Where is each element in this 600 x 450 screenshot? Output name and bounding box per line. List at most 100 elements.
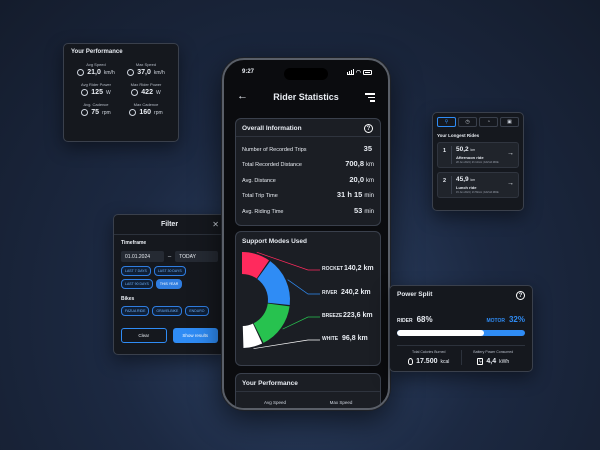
metric-label: Avg. Cadence xyxy=(83,102,109,107)
bikes-label: Bikes xyxy=(121,296,135,302)
metric-value: 37,0 xyxy=(137,69,151,76)
bike-icon[interactable]: ⚲ xyxy=(437,117,456,127)
stat-unit: km xyxy=(366,162,374,168)
rider-percent: 68% xyxy=(416,315,433,324)
mode-leader-line-river xyxy=(287,279,320,295)
ride-item[interactable]: 1 50,2 km Afternoon ride 28 Jun 2024 | 2… xyxy=(437,142,519,168)
metric-avg-power: Avg Rider Power 125 W xyxy=(71,82,121,96)
phone-performance-title: Your Performance xyxy=(242,380,298,387)
metric-unit: rpm xyxy=(154,109,163,116)
stat-label: Avg. Riding Time xyxy=(242,208,284,215)
battery-bolt-icon: ϟ xyxy=(477,358,484,365)
metric-max-speed: Max Speed 37,0 km/h xyxy=(121,62,171,76)
battery-label: Battery Power Consumed xyxy=(473,350,514,354)
chip-gravelbike[interactable]: GRAVELBIKE xyxy=(152,306,183,316)
support-modes-card: Support Modes Used ROCKET 140,2 km RIVER… xyxy=(235,231,381,366)
chip-this-year[interactable]: THIS YEAR xyxy=(155,279,183,289)
stat-value: 20,0 xyxy=(349,174,364,184)
stat-label: Total Trip Time xyxy=(242,193,278,199)
power-split-title: Power Split xyxy=(397,291,433,298)
power-icon xyxy=(131,89,139,96)
stat-unit: min xyxy=(364,193,374,199)
power-split-card: Power Split ? RIDER 68% MOTOR 32% Total Ca… xyxy=(389,285,533,372)
calories-unit: kcal xyxy=(440,358,450,365)
lock-icon[interactable]: ▣ xyxy=(500,117,519,127)
filter-header: Filter ✕ xyxy=(114,215,225,235)
ride-distance: 45,9 km xyxy=(456,176,476,183)
overall-information-card: Overall Information ? Number of Recorded… xyxy=(235,118,381,226)
gauge-icon[interactable]: ◔ xyxy=(479,117,498,127)
info-icon[interactable]: ? xyxy=(516,291,525,300)
show-results-button[interactable]: Show results xyxy=(172,328,218,343)
cadence-icon xyxy=(129,109,137,116)
speedometer-icon xyxy=(77,69,85,76)
metric-value: 125 xyxy=(91,89,103,96)
metric-label: Avg Rider Power xyxy=(81,82,111,87)
status-time: 9:27 xyxy=(242,69,255,75)
stat-value: 700,8 xyxy=(345,159,364,168)
metric-label: Avg Speed xyxy=(86,62,106,67)
motor-percent: 32% xyxy=(508,315,525,324)
metric-value: 160 xyxy=(139,109,152,116)
date-range-dash: – xyxy=(167,253,172,260)
ride-name: Afternoon ride xyxy=(456,155,484,160)
performance-card: Your Performance Avg Speed 21,0 km/h Max … xyxy=(63,43,179,142)
stat-label: Avg. Distance xyxy=(242,177,276,184)
date-to-field[interactable]: TODAY xyxy=(175,251,218,262)
chip-last-30-days[interactable]: LAST 30 DAYS xyxy=(153,266,186,276)
calories-stat: Total Calories Burned 17.500 kcal xyxy=(397,350,461,365)
motor-label: MOTOR xyxy=(486,318,505,324)
arrow-right-icon: → xyxy=(507,180,514,187)
filter-title: Filter xyxy=(160,221,179,228)
chip-last-90-days[interactable]: LAST 90 DAYS xyxy=(121,279,153,289)
mode-label-river: RIVER xyxy=(322,290,338,296)
calories-value: 17.500 xyxy=(416,358,438,365)
chip-last-7-days[interactable]: LAST 7 DAYS xyxy=(121,266,151,276)
overall-title: Overall Information xyxy=(242,125,302,132)
dynamic-island xyxy=(284,68,328,80)
metric-label: Max Rider Power xyxy=(130,82,162,87)
support-modes-title: Support Modes Used xyxy=(242,238,308,245)
ride-meta: 28 Jun 2024 | 2h 12min | FAZUA RIDE xyxy=(456,161,499,164)
metric-value: 422 xyxy=(141,89,153,96)
flame-icon xyxy=(408,358,414,365)
ride-item[interactable]: 2 45,9 km Lunch ride 15 Jun 2024 | 1h 59… xyxy=(437,172,519,198)
ride-name: Lunch ride xyxy=(456,185,477,190)
ride-distance: 50,2 km xyxy=(456,146,476,153)
nav-bar: ← Rider Statistics xyxy=(224,88,388,108)
phone-performance-card: Your Performance Avg Speed Max Speed xyxy=(235,373,381,408)
clock-icon[interactable]: ◷ xyxy=(458,117,477,127)
date-from-field[interactable]: 01.01.2024 xyxy=(121,251,164,262)
back-arrow-icon[interactable]: ← xyxy=(237,90,248,102)
info-icon[interactable]: ? xyxy=(364,124,373,133)
stat-row: Number of Recorded Trips 35 xyxy=(242,144,374,153)
metric-avg-cadence: Avg. Cadence 75 rpm xyxy=(71,102,121,116)
calories-label: Total Calories Burned xyxy=(412,350,446,354)
timeframe-chips: LAST 7 DAYS LAST 30 DAYS LAST 90 DAYS TH… xyxy=(121,266,218,289)
speedometer-icon xyxy=(127,69,135,76)
mode-label-breeze: BREEZE xyxy=(322,313,343,319)
mode-label-rocket: ROCKET xyxy=(322,266,344,272)
metric-label: Max Cadence xyxy=(133,102,159,107)
stat-row: Total Trip Time 31 h 15 min xyxy=(242,190,374,199)
performance-card-title: Your Performance xyxy=(71,49,123,55)
metric-label: Max Speed xyxy=(135,62,157,67)
metric-unit: km/h xyxy=(103,69,115,76)
stat-value: 35 xyxy=(363,143,372,153)
signal-icon xyxy=(346,69,354,75)
timeframe-label: Timeframe xyxy=(121,240,147,246)
metric-avg-speed: Avg Speed 21,0 km/h xyxy=(71,62,121,76)
clear-button[interactable]: Clear xyxy=(121,328,167,343)
battery-stat: Battery Power Consumed ϟ 4,4 kWh xyxy=(460,350,526,365)
filter-panel: Filter ✕ Timeframe 01.01.2024 – TODAY LA… xyxy=(113,214,226,355)
mode-value-river: 240,2 km xyxy=(341,289,371,296)
chip-enduro[interactable]: ENDURO xyxy=(185,306,209,316)
chip-fazua-ride[interactable]: FAZUA RIDE xyxy=(121,306,150,316)
filter-menu-icon[interactable] xyxy=(365,93,375,104)
rider-label: RIDER xyxy=(397,318,413,324)
stat-value: 31 h 15 xyxy=(336,190,363,199)
page-title: Rider Statistics xyxy=(273,92,339,102)
close-icon[interactable]: ✕ xyxy=(212,220,219,229)
bike-chips: FAZUA RIDE GRAVELBIKE ENDURO xyxy=(121,306,218,316)
metric-value: 21,0 xyxy=(87,69,101,76)
